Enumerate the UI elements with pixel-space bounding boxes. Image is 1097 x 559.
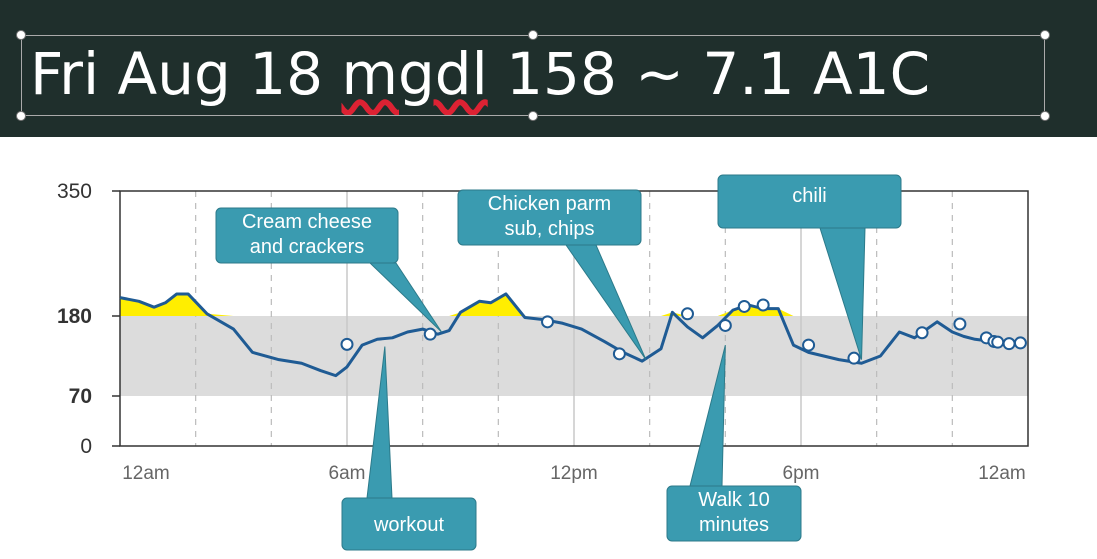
callout-label: minutes (699, 514, 769, 536)
title-part-unit: mgdl (341, 40, 488, 108)
x-tick-label: 6am (329, 463, 366, 484)
callout-label: chili (792, 185, 826, 207)
data-marker (737, 299, 751, 313)
data-marker (847, 351, 861, 365)
callout-label: Chicken parm (488, 193, 611, 215)
data-marker (423, 327, 437, 341)
annotation-callout[interactable]: chili (717, 174, 902, 360)
data-marker (802, 338, 816, 352)
callout-label: and crackers (250, 236, 365, 258)
data-marker (612, 347, 626, 361)
annotation-callout[interactable]: Cream cheese and crackers (215, 207, 443, 333)
selection-handle[interactable] (16, 111, 26, 121)
data-marker (1002, 337, 1016, 351)
callout-label: Walk 10 (698, 489, 770, 511)
callout-label: sub, chips (504, 218, 594, 240)
annotation-callout[interactable]: workout (341, 346, 477, 551)
y-tick-label: 180 (57, 305, 92, 328)
annotation-callout[interactable]: Walk 10 minutes (666, 344, 802, 542)
callout-box (341, 497, 477, 551)
selection-handle[interactable] (528, 111, 538, 121)
callout-label: Cream cheese (242, 211, 372, 233)
data-marker (681, 307, 694, 321)
data-marker (953, 317, 967, 331)
x-tick-label: 12am (122, 463, 170, 484)
title-part-values: 158 ~ 7.1 A1C (487, 40, 931, 108)
data-marker (718, 318, 732, 332)
x-tick-label: 6pm (783, 463, 820, 484)
y-tick-label: 350 (57, 180, 92, 203)
title-part-date: Fri Aug 18 (30, 40, 342, 108)
y-tick-label: 70 (69, 385, 92, 408)
callout-box (666, 485, 802, 542)
x-tick-label: 12pm (550, 463, 598, 484)
selection-handle[interactable] (1040, 111, 1050, 121)
data-marker (915, 326, 929, 340)
data-marker (541, 315, 555, 329)
selection-handle[interactable] (1040, 30, 1050, 40)
callout-box (717, 174, 902, 229)
selection-handle[interactable] (528, 30, 538, 40)
x-tick-label: 12am (978, 463, 1026, 484)
annotation-callout[interactable]: Chicken parm sub, chips (457, 189, 647, 360)
callout-box (457, 189, 642, 246)
selection-handle[interactable] (16, 30, 26, 40)
data-marker (756, 298, 770, 312)
high-glucose-fill (120, 293, 987, 316)
callout-label: workout (373, 514, 444, 536)
data-marker (991, 335, 1005, 349)
callout-box (215, 207, 399, 264)
data-marker (340, 337, 354, 351)
page-title[interactable]: Fri Aug 18 mgdl 158 ~ 7.1 A1C (30, 36, 930, 112)
title-banner (0, 0, 1097, 137)
data-marker (1013, 336, 1027, 350)
y-tick-label: 0 (80, 435, 92, 458)
